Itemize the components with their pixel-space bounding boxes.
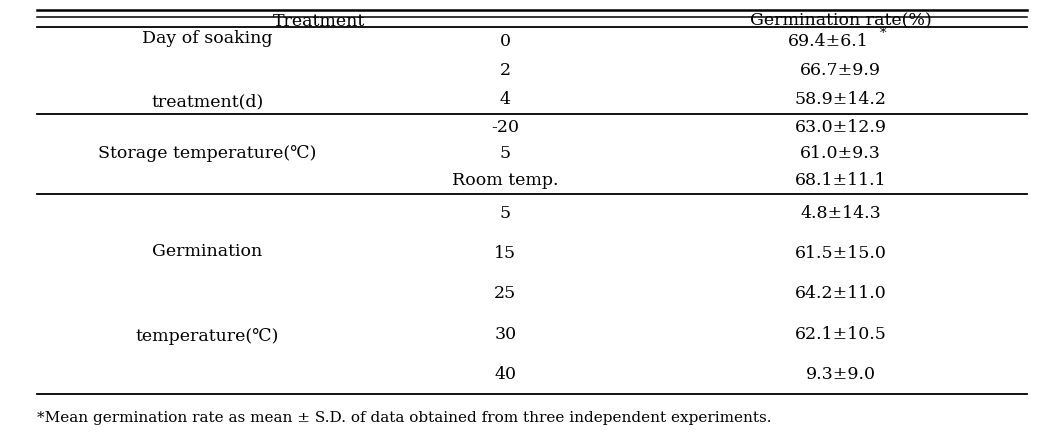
Text: 30: 30 [495, 326, 516, 343]
Text: 5: 5 [500, 205, 511, 222]
Text: 62.1±10.5: 62.1±10.5 [795, 326, 886, 343]
Text: 61.0±9.3: 61.0±9.3 [800, 145, 881, 162]
Text: 69.4±6.1: 69.4±6.1 [787, 33, 868, 50]
Text: 63.0±12.9: 63.0±12.9 [795, 119, 886, 136]
Text: 40: 40 [495, 366, 516, 383]
Text: -20: -20 [492, 119, 519, 136]
Text: 66.7±9.9: 66.7±9.9 [800, 62, 881, 79]
Text: 5: 5 [500, 145, 511, 162]
Text: 9.3±9.0: 9.3±9.0 [805, 366, 876, 383]
Text: 2: 2 [500, 62, 511, 79]
Text: 25: 25 [495, 286, 516, 302]
Text: Room temp.: Room temp. [452, 172, 559, 189]
Text: temperature(℃): temperature(℃) [136, 328, 279, 345]
Text: 58.9±14.2: 58.9±14.2 [795, 91, 886, 108]
Text: 4: 4 [500, 91, 511, 108]
Text: *Mean germination rate as mean ± S.D. of data obtained from three independent ex: *Mean germination rate as mean ± S.D. of… [37, 411, 771, 425]
Text: 15: 15 [495, 245, 516, 262]
Text: Treatment: Treatment [273, 13, 365, 30]
Text: Germination rate(%): Germination rate(%) [750, 13, 931, 30]
Text: 0: 0 [500, 33, 511, 50]
Text: *: * [880, 27, 886, 40]
Text: 68.1±11.1: 68.1±11.1 [795, 172, 886, 189]
Text: Storage temperature(℃): Storage temperature(℃) [98, 145, 317, 162]
Text: 61.5±15.0: 61.5±15.0 [795, 245, 886, 262]
Text: Germination: Germination [152, 243, 263, 260]
Text: 4.8±14.3: 4.8±14.3 [800, 205, 881, 222]
Text: Day of soaking: Day of soaking [143, 30, 272, 47]
Text: treatment(d): treatment(d) [151, 93, 264, 110]
Text: 64.2±11.0: 64.2±11.0 [795, 286, 886, 302]
